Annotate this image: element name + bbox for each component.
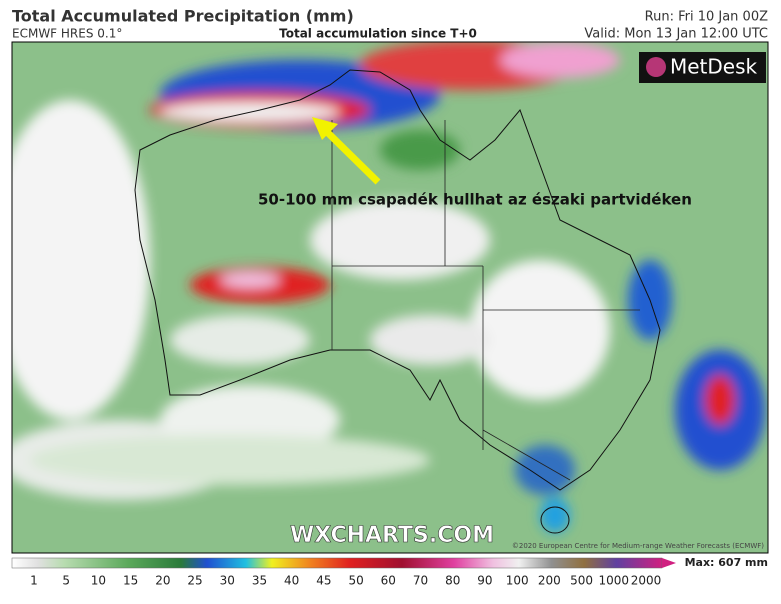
colorbar-label: 100 [506, 574, 529, 588]
run: Run: Fri 10 Jan 00Z [645, 10, 768, 25]
subtitle: Total accumulation since T+0 [279, 27, 477, 41]
colorbar-label: 90 [477, 574, 492, 588]
colorbar-label: 70 [413, 574, 428, 588]
copyright: ©2020 European Centre for Medium-range W… [512, 542, 764, 550]
colorbar-label: 1000 [599, 574, 630, 588]
colorbar-label: 80 [445, 574, 460, 588]
valid: Valid: Mon 13 Jan 12:00 UTC [584, 27, 768, 42]
colorbar-label: 30 [220, 574, 235, 588]
colorbar-label: 5 [62, 574, 70, 588]
colorbar-label: 15 [123, 574, 138, 588]
colorbar-label: 40 [284, 574, 299, 588]
map: MetDesk 50-100 mm csapadék hullhat az és… [12, 42, 768, 553]
colorbar-label: 200 [538, 574, 561, 588]
watermark: WXCHARTS.COM [290, 523, 494, 548]
max-label: Max: 607 mm [685, 556, 768, 569]
colorbar [11, 557, 663, 569]
colorbar-label: 50 [348, 574, 363, 588]
colorbar-label: 45 [316, 574, 331, 588]
annotation: 50-100 mm csapadék hullhat az északi par… [258, 191, 692, 209]
colorbar-label: 10 [91, 574, 106, 588]
colorbar-label: 20 [155, 574, 170, 588]
logo: MetDesk [670, 55, 758, 79]
colorbar-arrow [662, 558, 676, 568]
colorbar-label: 1 [30, 574, 38, 588]
colorbar-label: 35 [252, 574, 267, 588]
model: ECMWF HRES 0.1° [12, 27, 122, 41]
colorbar-label: 25 [187, 574, 202, 588]
colorbar-label: 60 [381, 574, 396, 588]
title: Total Accumulated Precipitation (mm) [12, 7, 354, 26]
colorbar-label: 2000 [631, 574, 662, 588]
colorbar-label: 500 [570, 574, 593, 588]
